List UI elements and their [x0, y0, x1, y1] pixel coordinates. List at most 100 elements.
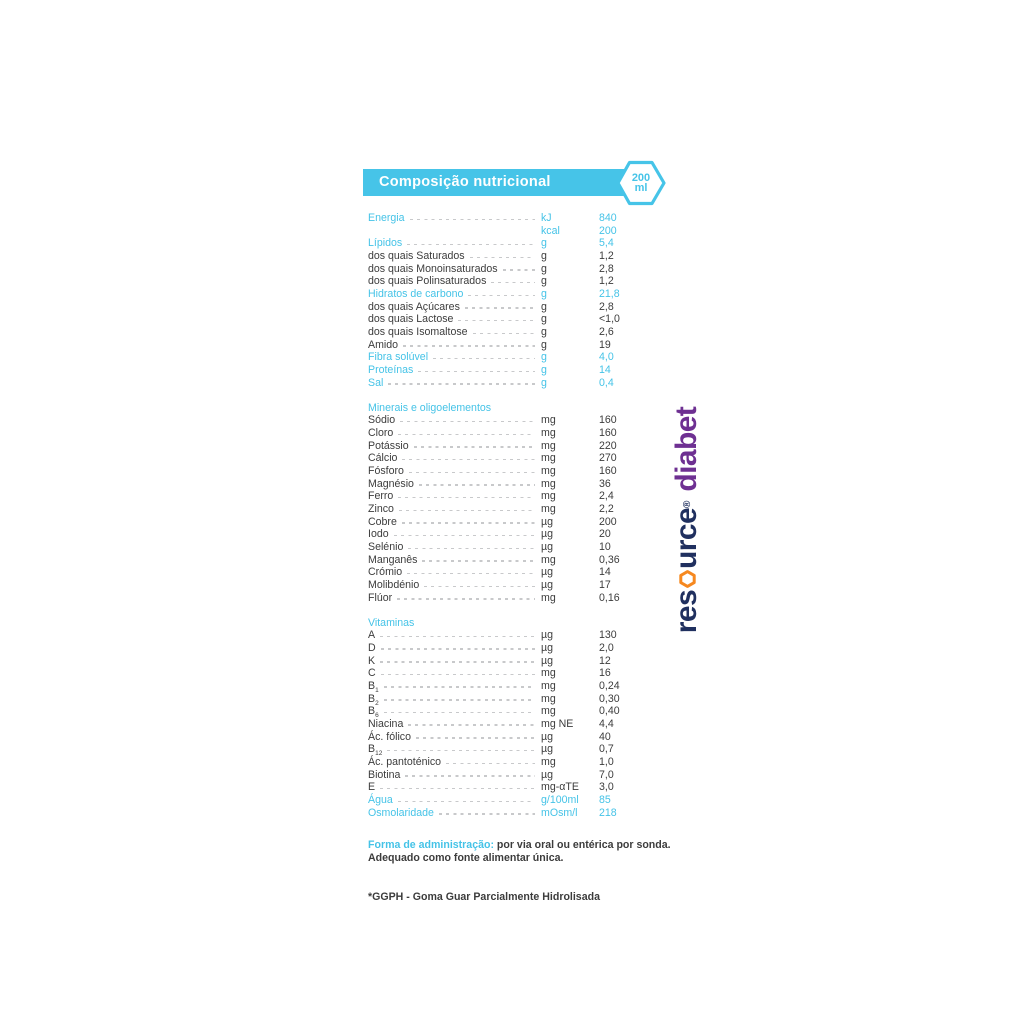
row-value: 1,2	[599, 275, 614, 288]
row-leader	[380, 787, 535, 790]
row-unit: mg	[541, 426, 556, 439]
row-label: A	[368, 629, 376, 642]
row-value: 160	[599, 426, 617, 439]
administration-note: Forma de administração: por via oral ou …	[368, 839, 680, 866]
row-value: 220	[599, 439, 617, 452]
row-label: Sal	[368, 376, 384, 389]
row-value: 200	[599, 515, 617, 528]
row-unit: mg	[541, 414, 556, 427]
row-unit: mg	[541, 692, 556, 705]
row-leader	[468, 294, 535, 297]
row-value: 85	[599, 793, 611, 806]
row-value: 160	[599, 414, 617, 427]
table-row: Niacina mg NE 4,4	[368, 718, 625, 731]
row-leader	[400, 420, 535, 423]
table-row: Sal g 0,4	[368, 377, 625, 390]
row-label: Flúor	[368, 591, 393, 604]
row-leader	[398, 509, 535, 512]
row-label: D	[368, 641, 376, 654]
row-unit: mg	[541, 477, 556, 490]
table-row: dos quais Isomaltose g 2,6	[368, 326, 625, 339]
row-unit: mg	[541, 464, 556, 477]
row-value: 10	[599, 540, 611, 553]
row-leader	[393, 534, 535, 537]
row-label: Selénio	[368, 540, 404, 553]
row-unit: g	[541, 288, 547, 301]
row-leader	[408, 724, 535, 726]
row-value: 2,8	[599, 300, 614, 313]
row-label: Ác. fólico	[368, 730, 411, 743]
row-leader	[380, 661, 535, 663]
row-leader	[380, 673, 535, 676]
panel-title: Composição nutricional	[379, 174, 551, 190]
row-leader	[408, 471, 535, 474]
row-label: Fibra solúvel	[368, 351, 429, 364]
row-value: 0,4	[599, 376, 614, 389]
row-unit: g	[541, 237, 547, 250]
row-label: C	[368, 667, 376, 680]
table-row: B1 mg 0,24	[368, 680, 625, 694]
table-row: B12 µg 0,7	[368, 743, 625, 758]
row-label: Cálcio	[368, 452, 398, 465]
row-unit: kcal	[541, 224, 560, 237]
table-row: Potássio mg 220	[368, 440, 625, 453]
row-label: E	[368, 781, 376, 794]
row-value: 19	[599, 338, 611, 351]
table-row: Fósforo mg 160	[368, 465, 625, 478]
row-value: 2,0	[599, 641, 614, 654]
table-row: Água g/100ml 85	[368, 794, 625, 807]
row-unit: µg	[541, 579, 553, 591]
row-unit: mg	[541, 452, 556, 465]
row-unit: µg	[541, 528, 553, 541]
row-unit: mg	[541, 553, 556, 566]
row-unit: g	[541, 275, 547, 288]
row-label: Proteínas	[368, 364, 414, 377]
table-row: Ác. pantoténico mg 1,0	[368, 756, 625, 769]
row-leader	[380, 635, 535, 638]
row-unit: µg	[541, 641, 553, 654]
row-label: dos quais Isomaltose	[368, 326, 468, 339]
row-leader	[415, 737, 535, 739]
row-label: Manganês	[368, 553, 418, 566]
row-leader	[383, 699, 535, 701]
table-row: Manganês mg 0,36	[368, 554, 625, 567]
row-label: Fósforo	[368, 464, 404, 477]
row-value: 12	[599, 654, 611, 667]
row-label: B12	[368, 743, 383, 758]
table-row: Osmolaridade mOsm/l 218	[368, 807, 625, 820]
row-leader	[458, 319, 535, 322]
row-value: 218	[599, 806, 617, 819]
row-unit: µg	[541, 654, 553, 667]
nutrition-table: Energia kJ 840 kcal 200 Lípidos g 5,4 dos quais …	[368, 212, 625, 819]
row-leader	[398, 496, 535, 499]
row-leader	[469, 256, 535, 259]
row-label: Ferro	[368, 490, 394, 503]
row-unit: mg NE	[541, 717, 574, 730]
row-value: 0,7	[599, 743, 614, 756]
row-unit: g	[541, 376, 547, 389]
row-unit: µg	[541, 540, 553, 553]
row-label: B2	[368, 692, 379, 707]
table-row: dos quais Polinsaturados g 1,2	[368, 275, 625, 288]
table-row: Lípidos g 5,4	[368, 237, 625, 250]
row-leader	[405, 775, 535, 777]
row-label: Hidratos de carbono	[368, 288, 464, 301]
row-leader	[407, 243, 535, 246]
row-value: 0,40	[599, 705, 620, 718]
table-row: Ác. fólico µg 40	[368, 731, 625, 744]
row-value: 17	[599, 579, 611, 591]
row-label: Iodo	[368, 528, 389, 541]
row-value: <1,0	[599, 313, 620, 326]
row-value: 2,8	[599, 262, 614, 275]
row-leader	[502, 269, 535, 271]
row-leader	[388, 383, 535, 385]
product-name: diabet	[670, 406, 703, 492]
row-value: 270	[599, 452, 617, 465]
row-leader	[401, 522, 535, 524]
row-value: 2,6	[599, 326, 614, 339]
row-label: Zinco	[368, 502, 394, 515]
